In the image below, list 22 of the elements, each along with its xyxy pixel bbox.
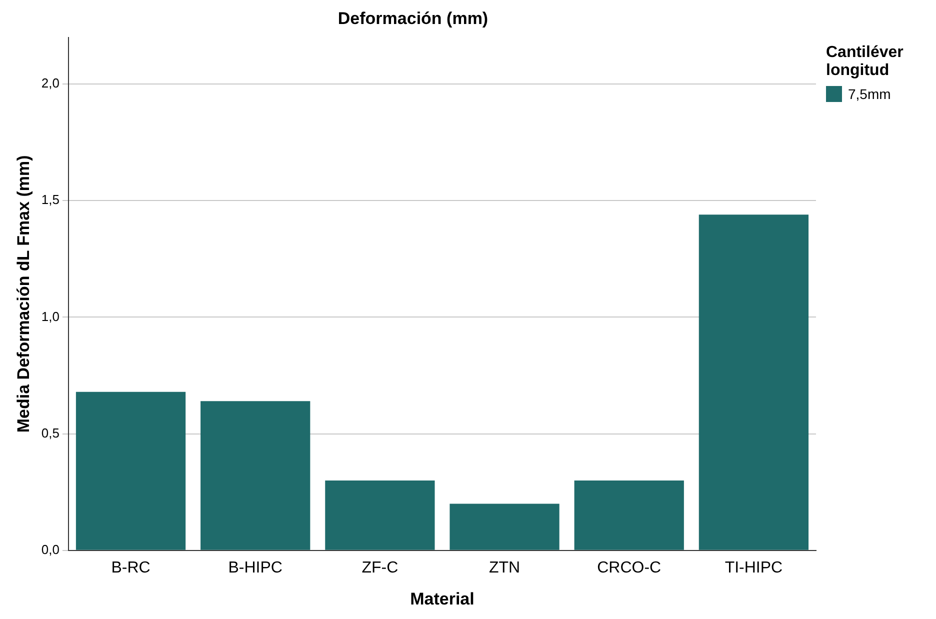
x-axis-title: Material	[410, 589, 474, 608]
y-tick-label: 0,5	[41, 425, 60, 440]
y-tick-label: 1,0	[41, 308, 60, 324]
x-tick-label: ZF-C	[362, 559, 398, 576]
x-tick-label: CRCO-C	[597, 559, 662, 576]
bar	[200, 401, 310, 550]
bar	[574, 480, 684, 550]
y-tick-label: 1,5	[41, 192, 60, 208]
chart-title: Deformación (mm)	[338, 8, 488, 28]
x-tick-label: ZTN	[488, 559, 520, 576]
bar	[698, 214, 809, 550]
legend-title: Cantiléver longitud	[826, 44, 904, 80]
bar	[325, 480, 435, 550]
legend-label: 7,5mm	[848, 86, 891, 102]
x-tick-label: TI-HIPC	[724, 559, 783, 576]
x-tick-label: B-RC	[111, 559, 150, 576]
bar	[76, 392, 186, 550]
x-tick-label: B-HIPC	[228, 559, 282, 576]
y-axis-title: Media Deformación dL Fmax (mm)	[14, 155, 33, 433]
y-tick-label: 0,0	[41, 542, 60, 557]
bar	[450, 504, 560, 550]
y-tick-label: 2,0	[41, 76, 60, 91]
